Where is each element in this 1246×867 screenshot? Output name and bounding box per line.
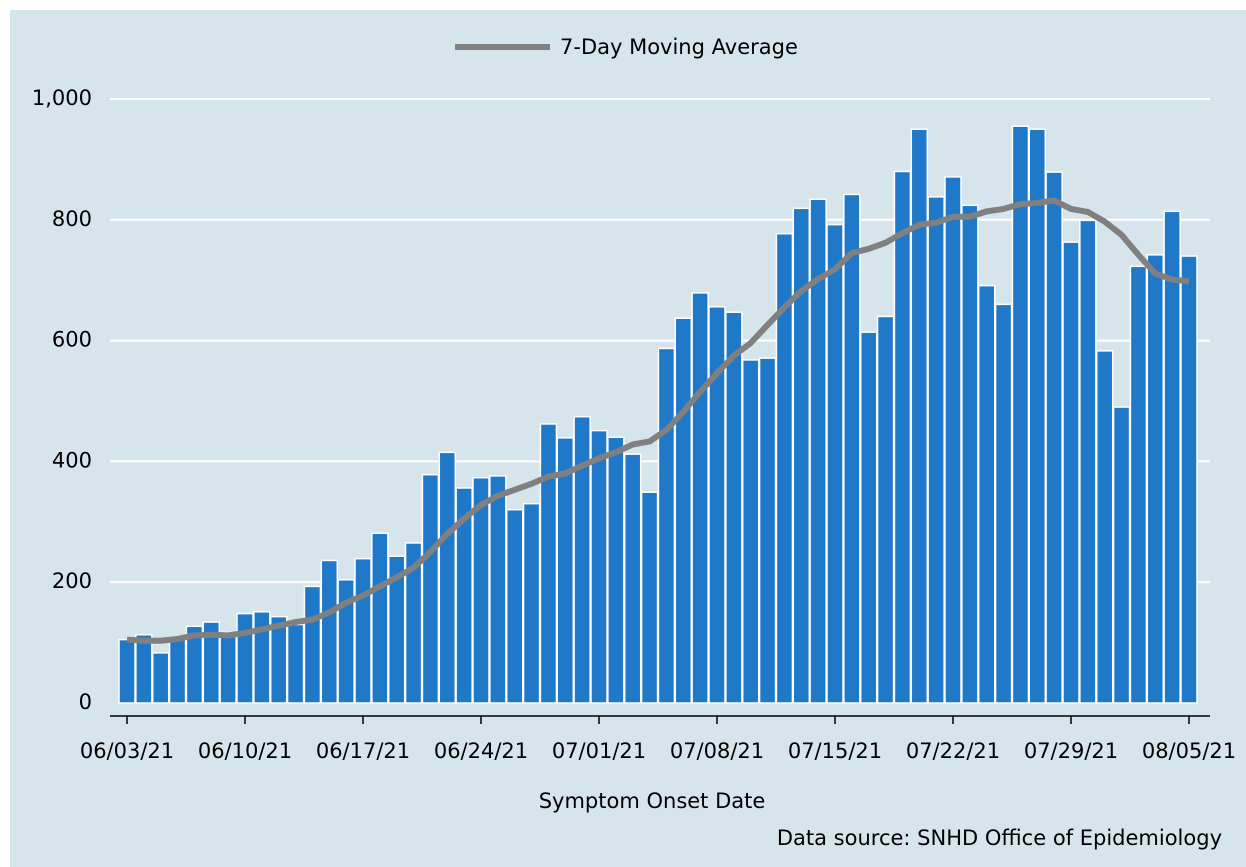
- bar: [708, 306, 726, 704]
- bar: [792, 207, 811, 704]
- x-tick-label: 06/24/21: [434, 739, 528, 763]
- bar: [1095, 350, 1114, 704]
- bar: [927, 196, 945, 704]
- bar: [1011, 125, 1030, 704]
- x-axis-title: Symptom Onset Date: [539, 789, 766, 813]
- bar: [725, 311, 743, 704]
- bar: [657, 347, 676, 704]
- bar: [1028, 128, 1047, 704]
- bar: [303, 585, 322, 704]
- bar: [421, 473, 440, 704]
- x-tick-label: 08/05/21: [1142, 739, 1236, 763]
- bar: [404, 542, 423, 704]
- bar: [826, 223, 844, 704]
- bar: [320, 559, 339, 704]
- bar: [775, 232, 794, 704]
- bar: [741, 359, 760, 704]
- bar: [185, 625, 204, 704]
- bar: [910, 128, 929, 704]
- bar: [961, 204, 979, 704]
- bar: [843, 193, 861, 704]
- bar: [1079, 219, 1097, 704]
- x-tick-label: 07/15/21: [788, 739, 882, 763]
- bar: [758, 357, 777, 704]
- bar: [1112, 406, 1131, 704]
- x-tick-label: 06/17/21: [316, 739, 410, 763]
- x-tick-label: 07/29/21: [1024, 739, 1118, 763]
- y-tick-label: 200: [52, 569, 92, 593]
- bar: [1062, 241, 1080, 704]
- source-note: Data source: SNHD Office of Epidemiology: [777, 826, 1222, 850]
- y-tick-label: 1,000: [32, 86, 92, 110]
- bar: [118, 638, 136, 704]
- bar: [269, 615, 288, 704]
- bar: [354, 557, 372, 704]
- legend-label: 7-Day Moving Average: [560, 35, 798, 59]
- bar: [1180, 255, 1198, 704]
- bar: [202, 621, 221, 704]
- bar: [1045, 171, 1063, 704]
- bar: [691, 292, 709, 704]
- bar: [944, 176, 962, 704]
- x-tick-label: 07/22/21: [906, 739, 1000, 763]
- y-tick-label: 0: [79, 690, 92, 714]
- bar: [438, 451, 457, 704]
- bar: [337, 579, 355, 704]
- bar: [522, 502, 541, 704]
- bar: [135, 633, 153, 704]
- bar: [977, 284, 996, 704]
- bar: [876, 315, 895, 704]
- bar: [236, 612, 254, 704]
- bar: [674, 317, 693, 704]
- bar: [539, 423, 558, 704]
- bar: [640, 491, 659, 704]
- x-tick-label: 07/08/21: [670, 739, 764, 763]
- bar: [573, 415, 591, 704]
- y-tick-label: 800: [52, 207, 92, 231]
- bar: [168, 638, 187, 704]
- bar: [505, 508, 524, 704]
- bar: [623, 453, 642, 704]
- bar: [253, 611, 271, 704]
- bar: [151, 652, 170, 704]
- bar: [219, 631, 237, 704]
- bar: [1146, 254, 1165, 704]
- bar: [809, 198, 827, 704]
- bar: [590, 429, 608, 704]
- x-tick-label: 07/01/21: [552, 739, 646, 763]
- bar: [994, 303, 1013, 704]
- line: [126, 197, 1190, 644]
- x-tick-label: 06/10/21: [198, 739, 292, 763]
- bar: [286, 623, 305, 704]
- y-tick-label: 600: [52, 328, 92, 352]
- bar: [371, 532, 389, 704]
- bar: [607, 436, 625, 704]
- bar: [1163, 210, 1181, 704]
- bar: [387, 555, 406, 704]
- bar: [556, 437, 575, 704]
- bar: [472, 476, 490, 704]
- bar: [489, 475, 507, 704]
- bar: [859, 331, 878, 704]
- bar: [455, 487, 473, 704]
- bar: [893, 170, 912, 704]
- y-tick-label: 400: [52, 448, 92, 472]
- x-tick-label: 06/03/21: [80, 739, 174, 763]
- bar: [1129, 265, 1148, 704]
